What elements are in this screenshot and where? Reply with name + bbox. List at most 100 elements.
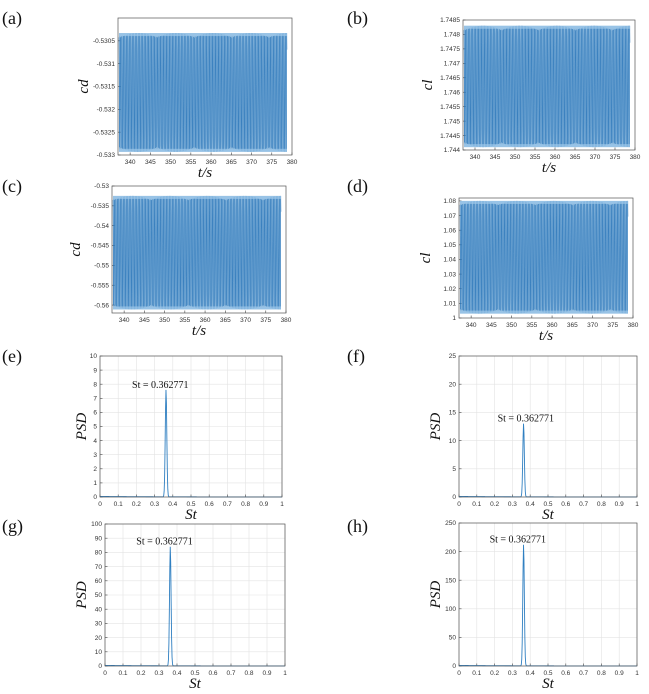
y-tick-label: 100	[445, 606, 456, 613]
x-tick-label: 0.2	[136, 670, 145, 677]
x-tick-label: 0	[103, 670, 107, 677]
y-tick-label: 1.748	[444, 32, 461, 39]
x-tick-label: 0.7	[579, 501, 588, 508]
x-tick-label: 0.7	[226, 670, 235, 677]
x-tick-label: 0.1	[472, 501, 481, 508]
x-tick-label: 355	[530, 154, 541, 161]
plot-frame	[104, 523, 286, 667]
x-axis-label: t/s	[198, 165, 212, 181]
chart-panel: (d) 340 345 350 355 360 365 370 375 380 1.08 1.07 1.…	[347, 176, 639, 344]
y-axis-label: PSD	[428, 581, 444, 610]
x-tick-label: 0.5	[543, 670, 552, 677]
y-tick-label: -0.56	[94, 302, 109, 309]
y-tick-label: 1	[93, 480, 97, 487]
x-tick-label: 0.1	[472, 670, 481, 677]
x-tick-label: 345	[490, 154, 501, 161]
x-tick-label: 370	[246, 159, 257, 166]
y-tick-label: -0.5315	[93, 84, 115, 91]
y-tick-label: -0.5325	[93, 129, 115, 136]
x-tick-label: 375	[266, 159, 277, 166]
x-tick-label: 370	[590, 154, 601, 161]
x-tick-label: 340	[125, 159, 136, 166]
peak-annotation: St = 0.362771	[498, 414, 554, 425]
y-tick-label: 9	[93, 367, 97, 374]
y-tick-label: 0	[452, 663, 456, 670]
chart-panel: (c) 340 345 350 355 360 365 370 375 380 -0.53 -0.53…	[2, 176, 292, 339]
x-tick-label: 0.1	[118, 670, 127, 677]
x-tick-label: 0.6	[208, 670, 217, 677]
y-tick-label: 7	[93, 396, 97, 403]
y-tick-label: 1.03	[443, 271, 456, 278]
signal-trough	[460, 310, 628, 314]
chart-panel: (e)0 0.1 0.2 0.3 0.4 0.5 0.6 0.7 0.8 0.9 101234567…	[2, 346, 284, 523]
x-tick-label: 0.4	[172, 670, 181, 677]
x-tick-label: 340	[466, 322, 477, 329]
plot-frame	[117, 17, 293, 156]
x-tick-label: 0.7	[223, 501, 232, 508]
y-tick-label: 10	[449, 438, 457, 445]
y-tick-label: 20	[449, 381, 457, 388]
plot-frame	[462, 19, 636, 151]
x-tick-label: 0.2	[490, 670, 499, 677]
chart-panel: (a) 340 345 350 355 360 365 370 375 380 -0.5305 -0.…	[2, 8, 298, 181]
y-tick-label: 60	[95, 578, 103, 585]
y-tick-label: 1.01	[443, 301, 456, 308]
y-tick-label: -0.532	[97, 107, 116, 114]
x-tick-label: 0.1	[114, 501, 123, 508]
y-tick-label: 1	[452, 315, 456, 322]
y-tick-label: -0.54	[94, 223, 109, 230]
x-tick-label: 380	[281, 317, 292, 324]
y-axis-label: PSD	[428, 413, 444, 442]
y-tick-label: -0.55	[94, 263, 109, 270]
panel-letter: (b)	[347, 8, 368, 29]
x-tick-label: 340	[470, 154, 481, 161]
x-tick-label: 0.8	[244, 670, 253, 677]
x-tick-label: 0.9	[262, 670, 271, 677]
y-tick-label: 5	[93, 424, 97, 431]
y-tick-label: 3	[93, 452, 97, 459]
x-axis-label: t/s	[539, 328, 553, 344]
y-tick-label: -0.533	[97, 152, 116, 159]
x-tick-label: 0.5	[190, 670, 199, 677]
x-tick-label: 0.3	[508, 501, 517, 508]
y-axis-label: cd	[68, 242, 84, 257]
y-tick-label: 20	[95, 635, 103, 642]
y-axis-label: cl	[418, 253, 434, 264]
y-tick-label: -0.545	[91, 243, 110, 250]
x-tick-label: 0.8	[597, 670, 606, 677]
signal-line	[118, 33, 288, 152]
x-tick-label: 375	[260, 317, 271, 324]
y-axis-label: PSD	[74, 413, 90, 442]
y-tick-label: 1.744	[444, 147, 461, 154]
signal-trough	[119, 148, 287, 152]
y-tick-label: 0	[93, 494, 97, 501]
x-tick-label: 365	[220, 317, 231, 324]
x-tick-label: 1	[635, 501, 639, 508]
x-tick-label: 0	[98, 501, 102, 508]
x-tick-label: 0.8	[597, 501, 606, 508]
y-tick-label: 1.07	[443, 213, 456, 220]
plot-frame	[111, 185, 287, 314]
y-tick-label: 6	[93, 410, 97, 417]
signal-trough	[113, 306, 281, 310]
y-tick-label: 30	[95, 621, 103, 628]
signal-crest	[113, 195, 281, 199]
y-tick-label: 40	[95, 606, 103, 613]
y-tick-label: 1.08	[443, 198, 456, 205]
signal-crest	[119, 33, 287, 37]
chart-panel: (h) 0 0.1 0.2 0.3 0.4 0.5 0.6 0.7 0.8 0.9 1 0 50 100 15…	[347, 516, 639, 692]
peak-annotation: St = 0.362771	[132, 380, 188, 391]
panel-letter: (g)	[2, 516, 23, 537]
y-tick-label: 1.02	[443, 286, 456, 293]
plot-frame	[458, 355, 638, 498]
y-tick-label: 1.06	[443, 227, 456, 234]
y-axis-label: cl	[420, 80, 436, 91]
y-tick-label: 25	[449, 353, 457, 360]
y-tick-label: -0.5305	[93, 38, 115, 45]
y-tick-label: 1.745	[444, 118, 461, 125]
x-tick-label: 355	[179, 317, 190, 324]
x-tick-label: 365	[226, 159, 237, 166]
y-tick-label: 200	[445, 549, 456, 556]
y-tick-label: 80	[95, 550, 103, 557]
